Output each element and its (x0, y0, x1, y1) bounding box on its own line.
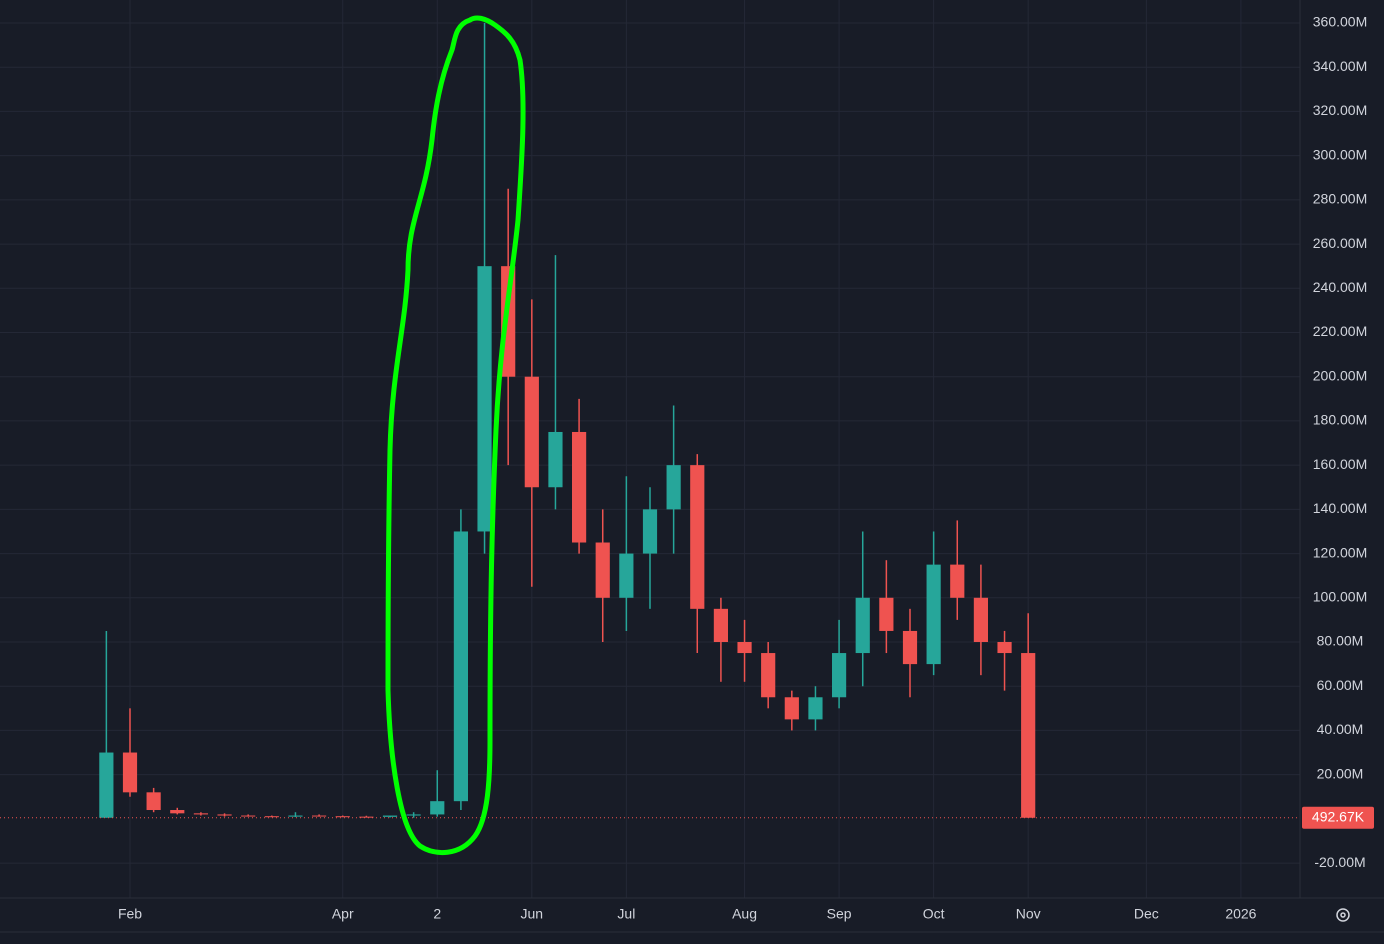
y-tick-label: 200.00M (1313, 367, 1367, 383)
y-tick-label: 280.00M (1313, 191, 1367, 207)
y-tick-label: 320.00M (1313, 102, 1367, 118)
candle-body (264, 816, 279, 818)
y-tick-label: 120.00M (1313, 544, 1367, 560)
y-tick-label: 180.00M (1313, 412, 1367, 428)
candle-body (808, 697, 823, 720)
candle-body (855, 597, 870, 654)
y-tick-label: 60.00M (1317, 677, 1364, 693)
candles (0, 22, 1300, 819)
candle-body (737, 641, 752, 654)
candle-body (997, 641, 1012, 654)
candle-body (548, 431, 563, 488)
y-tick-label: 40.00M (1317, 721, 1364, 737)
candle-body (170, 810, 185, 814)
x-tick-label: 2 (433, 906, 441, 922)
candle-body (642, 509, 658, 554)
x-tick-label: Dec (1134, 906, 1159, 922)
y-tick-label: 160.00M (1313, 456, 1367, 472)
candle-body (1021, 653, 1036, 818)
gear-center (1340, 912, 1346, 918)
candle-body (406, 814, 421, 816)
candle-body (713, 608, 728, 642)
x-tick-label: Jun (521, 906, 544, 922)
candle-body (382, 815, 398, 817)
candle-body (572, 431, 587, 543)
last-price-label: 492.67K (1312, 808, 1365, 824)
y-tick-label: 260.00M (1313, 235, 1367, 251)
candle-body (430, 801, 445, 815)
y-tick-label: 20.00M (1317, 765, 1364, 781)
candle-body (973, 597, 988, 642)
candle-body (335, 816, 350, 818)
y-tick-label: 240.00M (1313, 279, 1367, 295)
candle-body (832, 653, 847, 698)
y-tick-label: 360.00M (1313, 14, 1367, 30)
x-tick-label: Aug (732, 906, 757, 922)
x-tick-label: Jul (617, 906, 635, 922)
candle-body (926, 564, 941, 665)
candle-body (784, 697, 799, 720)
axes: -20.00M 20.00M 40.00M 60.00M 80.00M 100.00M 12… (118, 14, 1374, 922)
candle-body (122, 752, 138, 793)
candle-body (761, 653, 776, 698)
candle-body (619, 553, 634, 598)
candle-body (217, 814, 232, 816)
y-tick-label: 140.00M (1313, 500, 1367, 516)
candle-body (193, 813, 208, 815)
candle-body (666, 465, 681, 510)
last-price-box (1302, 806, 1374, 829)
candle-body (595, 542, 610, 598)
candle-body (146, 792, 161, 811)
x-tick-label: Apr (332, 906, 354, 922)
y-tick-label: 220.00M (1313, 323, 1367, 339)
y-tick-label: -20.00M (1314, 854, 1365, 870)
gear[interactable] (1336, 908, 1350, 922)
y-tick-label: 340.00M (1313, 58, 1367, 74)
y-tick-label: 80.00M (1317, 633, 1364, 649)
candle-body (477, 266, 492, 532)
candle-body (99, 752, 114, 818)
candle-body (690, 465, 705, 609)
x-tick-label: Oct (923, 906, 945, 922)
candle-body (359, 816, 374, 818)
y-tick-label: 100.00M (1313, 588, 1367, 604)
candle-body (902, 630, 918, 665)
highlight-ellipse (385, 15, 526, 856)
candle-body (312, 815, 327, 817)
candle-body (288, 815, 303, 817)
y-tick-label: 300.00M (1313, 146, 1367, 162)
settings-icon[interactable] (1336, 908, 1350, 922)
x-tick-label: Sep (827, 906, 852, 922)
candle-body (453, 531, 468, 802)
candle-body (524, 376, 539, 488)
candle-body (241, 815, 256, 817)
x-tick-label: 2026 (1225, 906, 1256, 922)
x-tick-label: Feb (118, 906, 142, 922)
x-tick-label: Nov (1016, 906, 1041, 922)
candle-body (950, 564, 965, 598)
candle-body (879, 597, 894, 631)
